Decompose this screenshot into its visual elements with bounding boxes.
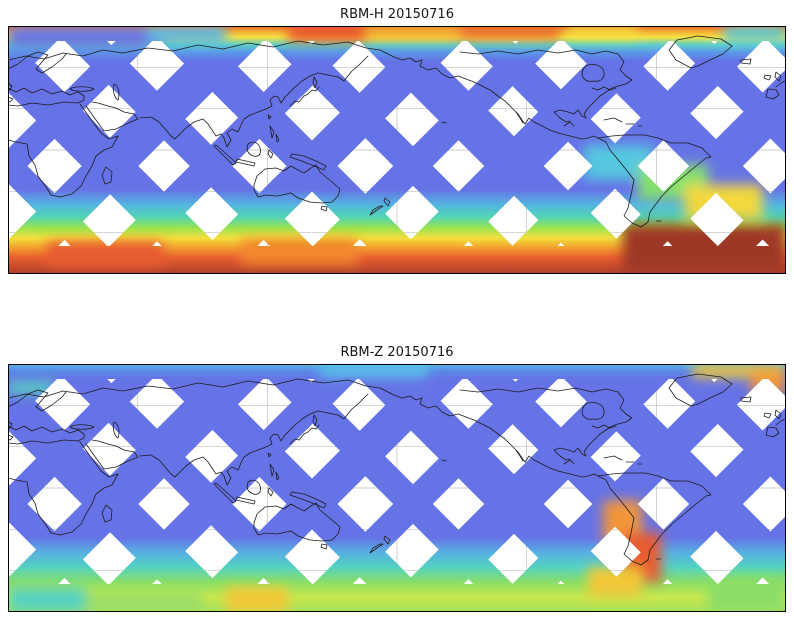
map-rbm-h bbox=[8, 26, 786, 274]
swath-data-layer bbox=[8, 26, 786, 274]
map-border bbox=[8, 364, 786, 612]
panel-title-rbm-z: RBM-Z 20150716 bbox=[340, 345, 454, 360]
panel-rbm-h: RBM-H 20150716 bbox=[8, 4, 786, 274]
coastline-layer bbox=[8, 373, 786, 566]
coastline-layer bbox=[8, 35, 786, 228]
panel-rbm-z: RBM-Z 20150716 bbox=[8, 342, 786, 612]
panel-title-rbm-h: RBM-H 20150716 bbox=[340, 7, 454, 22]
panel-gap bbox=[8, 274, 786, 342]
map-border bbox=[8, 26, 786, 274]
map-rbm-z bbox=[8, 364, 786, 612]
swath-data-layer bbox=[8, 364, 786, 612]
